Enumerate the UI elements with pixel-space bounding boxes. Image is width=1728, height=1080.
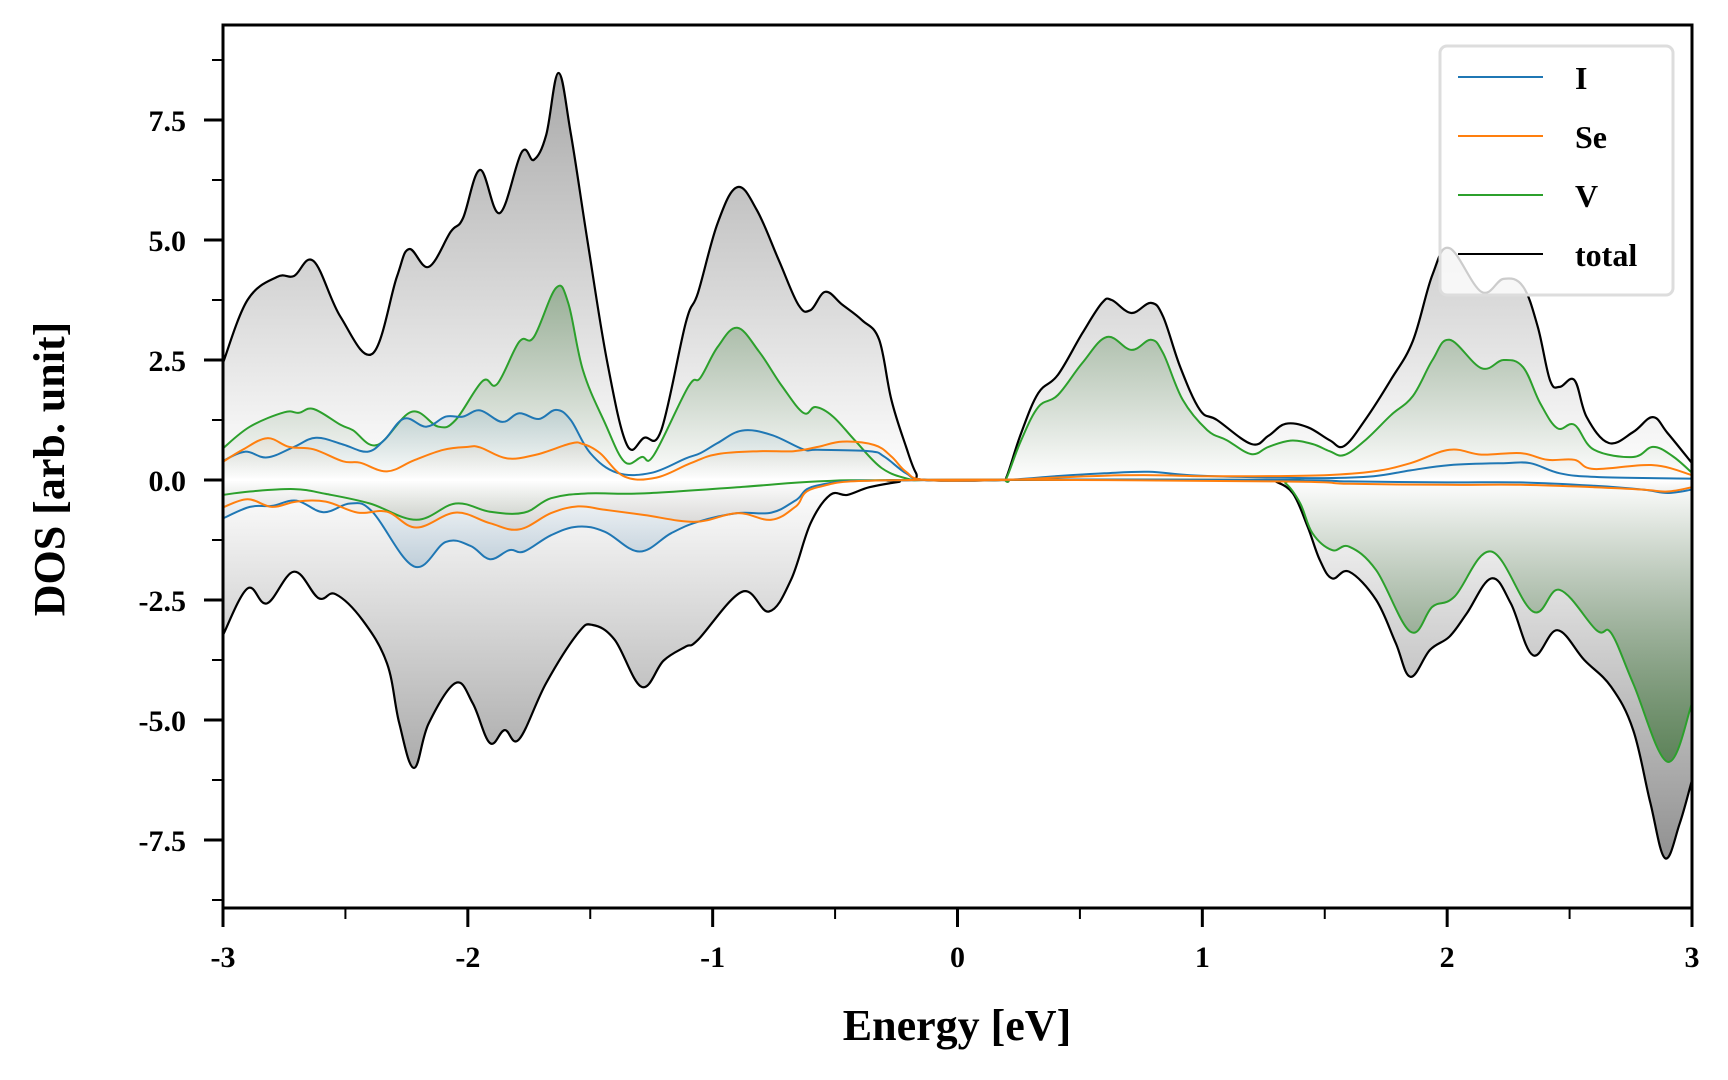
dos-fill-total-up: [223, 72, 1692, 482]
line-layer: [223, 71, 1692, 860]
x-tick-label: 0: [950, 941, 965, 974]
dos-fill-Se-down: [223, 479, 1692, 530]
dos-fill-total-down: [223, 479, 1692, 859]
legend-label-Se: Se: [1575, 119, 1607, 155]
y-tick-label: 5.0: [149, 225, 187, 258]
y-tick-label: -2.5: [139, 585, 187, 618]
dos-fill-Se-up: [223, 438, 1692, 481]
legend: I Se V total: [1438, 44, 1675, 297]
legend-label-total: total: [1575, 237, 1637, 273]
dos-line-I-up: [223, 408, 1692, 482]
legend-item-V: V: [1458, 178, 1598, 214]
dos-line-Se-down: [223, 478, 1692, 531]
dos-line-Se-up: [223, 437, 1692, 482]
y-tick-label: 7.5: [149, 105, 187, 138]
legend-item-total: total: [1458, 237, 1637, 273]
legend-item-Se: Se: [1458, 119, 1607, 155]
dos-fill-V-down: [223, 479, 1692, 762]
legend-label-I: I: [1575, 60, 1587, 96]
y-tick-label: -5.0: [139, 705, 187, 738]
x-axis: -3 -2 -1 0 1 2 3: [211, 908, 1700, 974]
y-tick-label: -7.5: [139, 825, 187, 858]
x-tick-label: -1: [700, 941, 725, 974]
y-tick-label: 2.5: [149, 345, 187, 378]
x-tick-label: 2: [1440, 941, 1455, 974]
x-tick-label: -2: [455, 941, 480, 974]
legend-label-V: V: [1575, 178, 1598, 214]
y-tick-label: 0.0: [149, 465, 187, 498]
x-axis-label: Energy [eV]: [843, 1001, 1072, 1050]
x-tick-label: -3: [211, 941, 236, 974]
fill-layer: [223, 72, 1692, 859]
legend-item-I: I: [1458, 60, 1587, 96]
x-tick-label: 1: [1195, 941, 1210, 974]
x-tick-label: 3: [1685, 941, 1700, 974]
y-axis: 7.5 5.0 2.5 0.0 -2.5 -5.0 -7.5: [139, 59, 223, 901]
legend-frame: [1438, 44, 1675, 297]
dos-line-I-down: [223, 478, 1692, 569]
dos-fill-V-up: [223, 285, 1692, 482]
y-axis-label: DOS [arb. unit]: [25, 322, 74, 617]
dos-line-total-down: [223, 478, 1692, 860]
